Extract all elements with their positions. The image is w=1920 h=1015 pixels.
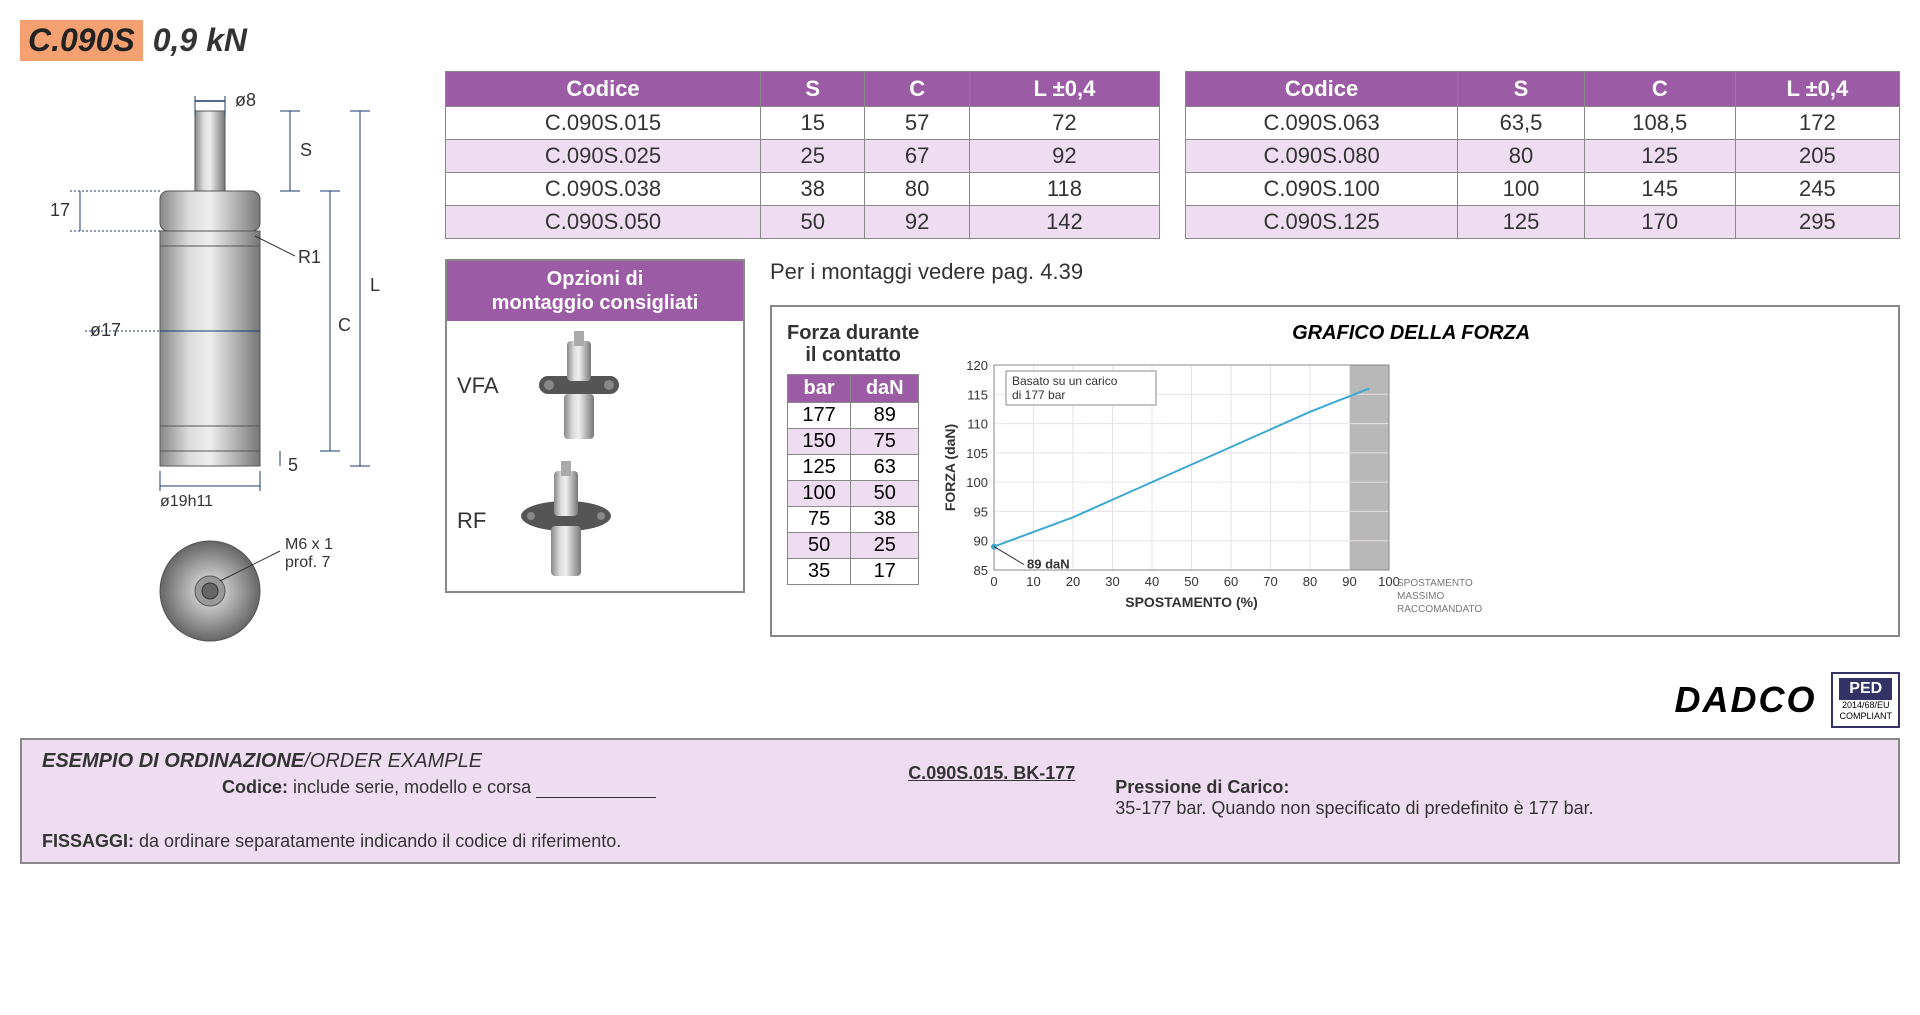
svg-text:90: 90 [1343, 574, 1357, 589]
dim-thread-1: M6 x 1 [285, 536, 333, 553]
svg-text:10: 10 [1027, 574, 1041, 589]
mount-vfa-label: VFA [457, 373, 499, 399]
svg-text:90: 90 [974, 534, 988, 549]
dim-17: 17 [50, 200, 70, 220]
svg-text:80: 80 [1303, 574, 1317, 589]
dim-body-dia: ø17 [90, 320, 121, 340]
mount-rf-icon [506, 461, 626, 581]
ped-badge: PED 2014/68/EUCOMPLIANT [1831, 672, 1900, 728]
mount-vfa-icon [519, 331, 639, 441]
svg-text:MASSIMO: MASSIMO [1397, 591, 1444, 602]
svg-text:120: 120 [967, 358, 989, 373]
order-code-example: C.090S.015. BK-177 [908, 763, 1075, 783]
dim-S: S [300, 140, 312, 160]
svg-text:105: 105 [967, 446, 989, 461]
svg-text:70: 70 [1264, 574, 1278, 589]
svg-text:30: 30 [1106, 574, 1120, 589]
diagram-svg: ø8 S 17 R1 ø17 L [20, 71, 420, 671]
branding-row: DADCO PED 2014/68/EUCOMPLIANT [445, 672, 1900, 728]
svg-text:SPOSTAMENTO (%): SPOSTAMENTO (%) [1126, 594, 1259, 610]
svg-text:0: 0 [991, 574, 998, 589]
svg-text:SPOSTAMENTO: SPOSTAMENTO [1397, 578, 1473, 589]
spec-tables-row: CodiceSCL ±0,4 C.090S.015155772C.090S.02… [445, 71, 1900, 239]
mounting-header: Opzioni di montaggio consigliati [447, 261, 743, 321]
svg-text:100: 100 [967, 475, 989, 490]
chart-svg: 85 90 95 100 105 110 115 120 0 10 20 30 40 50 60 70 80 90… [939, 355, 1499, 615]
dim-C: C [338, 315, 351, 335]
dim-L: L [370, 275, 380, 295]
svg-text:20: 20 [1066, 574, 1080, 589]
force-table-title: Forza durante il contatto [787, 322, 919, 366]
dim-R1: R1 [298, 247, 321, 267]
ped-sub: 2014/68/EUCOMPLIANT [1839, 700, 1892, 721]
svg-text:FORZA (daN): FORZA (daN) [942, 424, 958, 511]
mounting-options-box: Opzioni di montaggio consigliati VFA [445, 259, 745, 593]
force-chart-panel: Forza durante il contatto bardaN 1778915… [770, 305, 1900, 637]
order-title: ESEMPIO DI ORDINAZIONE/ORDER EXAMPLE [42, 750, 482, 772]
svg-text:85: 85 [974, 563, 988, 578]
svg-text:di 177 bar: di 177 bar [1012, 388, 1065, 402]
page-header: C.090S 0,9 kN [20, 20, 1900, 61]
product-code-badge: C.090S [20, 20, 143, 61]
mount-page-ref: Per i montaggi vedere pag. 4.39 [770, 259, 1900, 285]
svg-text:95: 95 [974, 504, 988, 519]
force-chart: GRAFICO DELLA FORZA 85909510010511011512… [939, 322, 1883, 620]
dim-base-dia: ø19h11 [160, 493, 213, 510]
dim-rod-dia: ø8 [235, 90, 256, 110]
order-example-box: ESEMPIO DI ORDINAZIONE/ORDER EXAMPLE Cod… [20, 738, 1900, 864]
svg-text:60: 60 [1224, 574, 1238, 589]
force-table: bardaN 17789150751256310050753850253517 [787, 374, 919, 585]
svg-text:115: 115 [968, 387, 989, 402]
svg-text:Basato su un carico: Basato su un carico [1012, 374, 1118, 388]
dim-base-h: 5 [288, 455, 298, 475]
chart-title: GRAFICO DELLA FORZA [939, 322, 1883, 345]
svg-text:RACCOMANDATO: RACCOMANDATO [1397, 604, 1482, 615]
dim-thread-2: prof. 7 [285, 554, 330, 571]
svg-text:40: 40 [1145, 574, 1159, 589]
technical-diagram: ø8 S 17 R1 ø17 L [20, 71, 420, 676]
force-rating: 0,9 kN [153, 22, 247, 59]
spec-table-right: CodiceSCL ±0,4 C.090S.06363,5108,5172C.0… [1185, 71, 1900, 239]
svg-text:50: 50 [1185, 574, 1199, 589]
brand-logo: DADCO [1674, 679, 1816, 721]
svg-text:110: 110 [968, 417, 989, 432]
mount-rf-label: RF [457, 508, 486, 534]
spec-table-left: CodiceSCL ±0,4 C.090S.015155772C.090S.02… [445, 71, 1160, 239]
svg-text:89 daN: 89 daN [1027, 557, 1070, 572]
